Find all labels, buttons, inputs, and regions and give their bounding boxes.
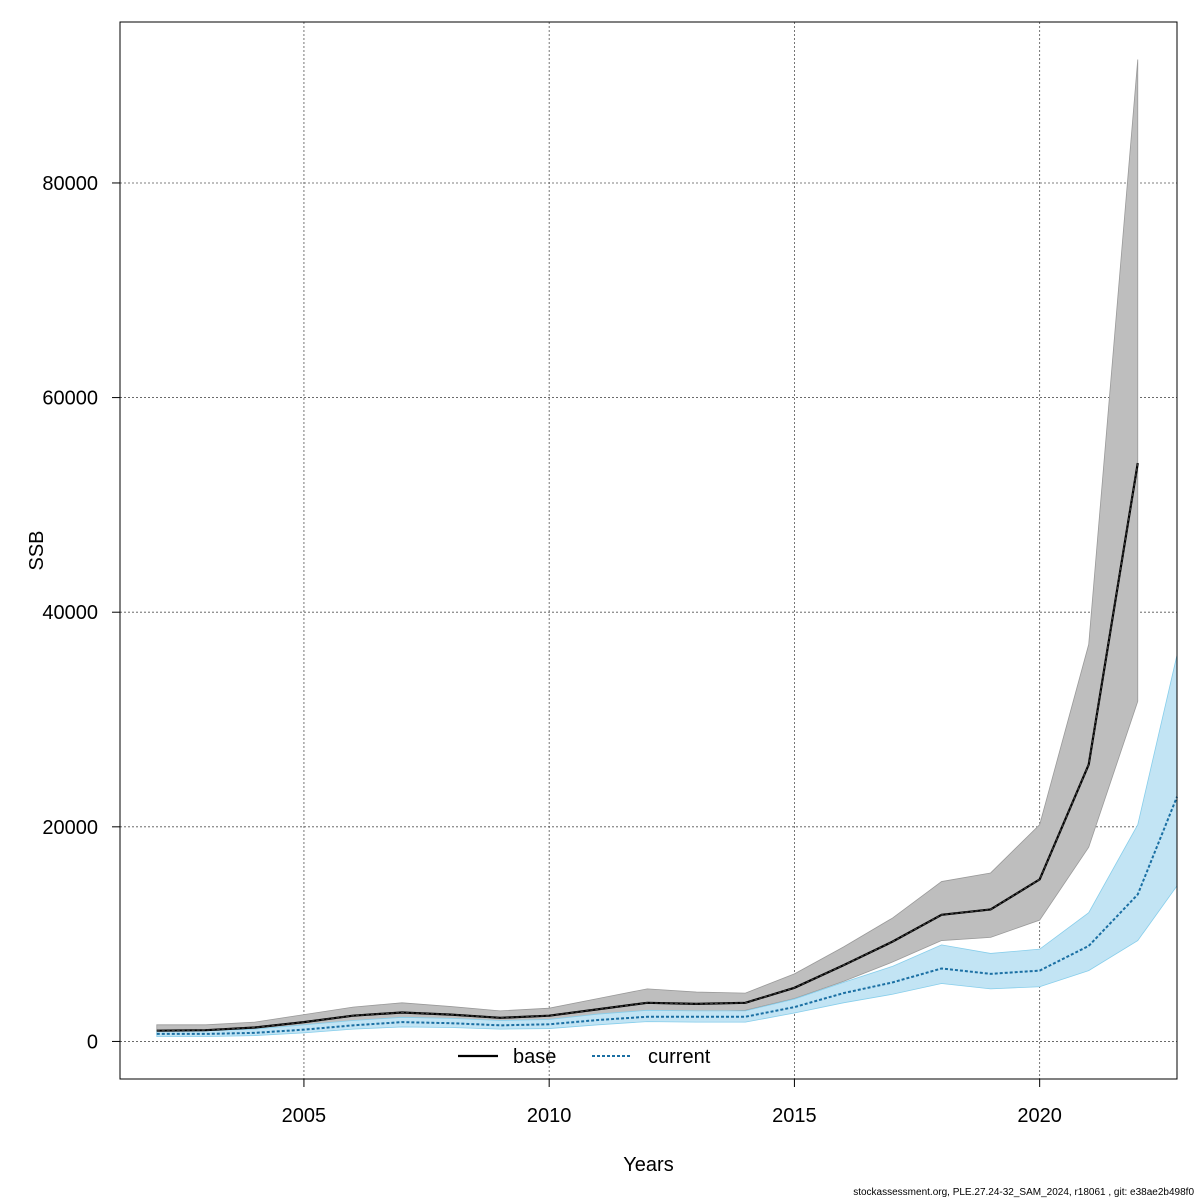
grid — [120, 22, 1177, 1079]
x-tick-label: 2005 — [282, 1105, 327, 1127]
line-base-overlay — [156, 462, 1139, 1032]
legend-label-base: base — [513, 1046, 556, 1068]
y-tick-label: 40000 — [42, 602, 98, 624]
x-tick-label: 2010 — [527, 1105, 572, 1127]
series-lines — [156, 462, 1178, 1035]
legend: base current — [458, 1046, 711, 1068]
y-tick-label: 0 — [87, 1031, 98, 1053]
line-current — [156, 796, 1178, 1035]
axes: 2005 2010 2015 2020 0 20000 40000 60000 80000 — [42, 173, 1062, 1127]
legend-label-current: current — [648, 1046, 711, 1068]
x-tick-label: 2015 — [772, 1105, 817, 1127]
footer-credit: stockassessment.org, PLE.27.24-32_SAM_20… — [853, 1187, 1194, 1198]
plot-frame — [119, 21, 1178, 1080]
y-tick-label: 80000 — [42, 173, 98, 195]
y-axis-title: SSB — [26, 530, 48, 570]
x-axis-title: Years — [623, 1154, 673, 1176]
y-tick-label: 60000 — [42, 388, 98, 410]
x-tick-label: 2020 — [1017, 1105, 1062, 1127]
y-tick-label: 20000 — [42, 817, 98, 839]
